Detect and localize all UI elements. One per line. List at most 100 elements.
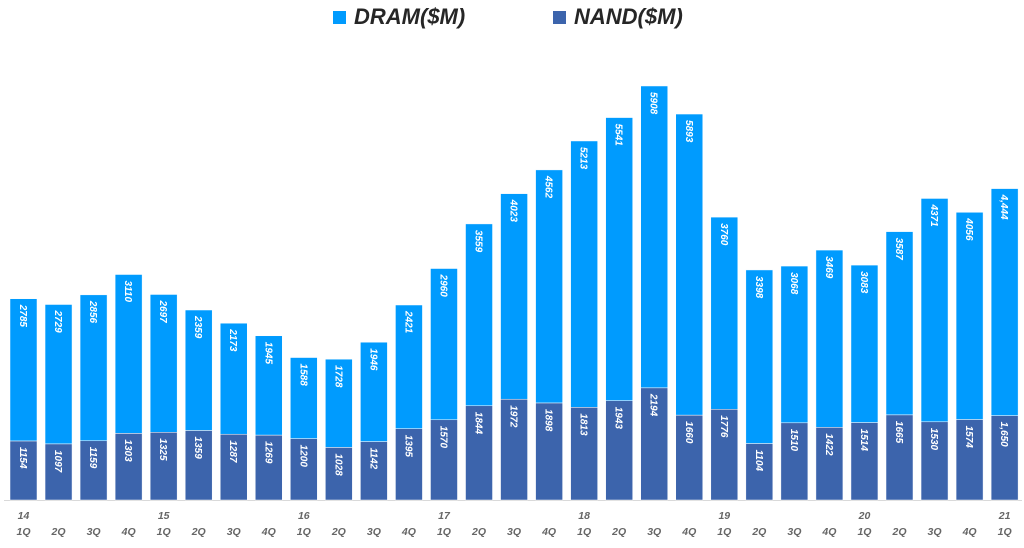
x-tick-label-quarter: 1Q (16, 526, 30, 538)
data-label-dram: 4056 (963, 217, 974, 241)
data-label-dram: 5908 (648, 92, 659, 115)
bar-nand (79, 440, 108, 501)
data-label-nand: 1359 (192, 437, 203, 460)
bar-nand (955, 419, 984, 501)
x-tick-label-quarter: 4Q (261, 526, 276, 538)
bar-dram (9, 298, 38, 442)
data-label-dram: 3068 (788, 272, 799, 295)
data-label-dram: 2785 (17, 304, 28, 328)
x-tick-label-quarter: 4Q (401, 526, 416, 538)
data-label-dram: 2421 (402, 310, 413, 334)
bar-nand (290, 438, 318, 501)
data-label-nand: 1665 (893, 421, 904, 444)
data-label-dram: 5893 (683, 120, 694, 143)
data-label-nand: 1813 (578, 413, 589, 436)
bar-dram (219, 322, 248, 435)
bar-dram (395, 304, 423, 429)
data-label-nand: 1395 (402, 435, 413, 458)
bar-nand (9, 440, 38, 501)
x-tick-label-quarter: 1Q (297, 526, 311, 538)
bar-nand (44, 443, 73, 501)
data-label-dram: 2856 (87, 300, 98, 324)
bar-dram (500, 193, 528, 400)
bar-dram (79, 294, 108, 442)
bar-dram (640, 85, 668, 389)
bar-dram (990, 188, 1019, 416)
x-tick-label-quarter: 3Q (87, 526, 101, 538)
bar-nand (745, 443, 774, 501)
x-tick-label-year: 20 (858, 510, 871, 522)
bar-nand (500, 398, 528, 501)
bar-dram (255, 335, 283, 436)
x-tick-label-year: 14 (18, 510, 30, 522)
x-tick-label-year: 19 (718, 510, 730, 522)
data-label-dram: 1945 (262, 342, 273, 365)
data-label-dram: 3559 (473, 230, 484, 253)
bar-dram (570, 140, 598, 408)
x-tick-label-year: 21 (998, 510, 1011, 522)
x-tick-label-quarter: 2Q (611, 526, 626, 538)
data-label-dram: 2960 (437, 274, 448, 298)
bar-dram (885, 231, 914, 416)
data-label-dram: 2697 (157, 299, 168, 323)
bar-nand (535, 402, 563, 501)
legend-label-nand: NAND($M) (574, 4, 683, 29)
data-label-nand: 1776 (718, 415, 729, 438)
data-label-dram: 3760 (718, 223, 729, 246)
x-tick-label-quarter: 1Q (717, 526, 731, 538)
data-label-nand: 1660 (683, 421, 694, 444)
x-tick-label-quarter: 4Q (681, 526, 696, 538)
data-label-nand: 1287 (227, 440, 238, 463)
bar-dram (430, 268, 458, 421)
data-label-dram: 1588 (297, 364, 308, 387)
data-label-nand: 1159 (87, 447, 98, 469)
bar-nand (815, 427, 844, 501)
x-tick-label-quarter: 1Q (998, 526, 1012, 538)
data-label-dram: 3398 (753, 276, 764, 299)
data-label-dram: 3587 (893, 238, 904, 261)
legend-item-nand: NAND($M) (553, 4, 683, 30)
bar-dram (710, 216, 739, 410)
data-label-dram: 2173 (227, 328, 238, 352)
x-tick-label-quarter: 3Q (367, 526, 381, 538)
data-label-nand: 1972 (508, 405, 519, 428)
x-tick-label-quarter: 1Q (157, 526, 171, 538)
legend: DRAM($M) NAND($M) (0, 4, 1024, 34)
data-label-dram: 2729 (52, 309, 63, 333)
data-label-nand: 1422 (823, 433, 834, 456)
x-tick-label-quarter: 3Q (787, 526, 801, 538)
bar-dram (535, 169, 563, 404)
bar-dram (149, 294, 178, 433)
bar-nand (219, 433, 248, 501)
data-label-nand: 1844 (473, 412, 484, 435)
bar-nand (114, 433, 143, 501)
x-tick-label-quarter: 3Q (227, 526, 241, 538)
data-label-dram: 1728 (332, 365, 343, 388)
bar-nand (465, 405, 493, 501)
x-tick-label-year: 16 (298, 510, 310, 522)
data-label-nand: 1,650 (998, 422, 1009, 447)
x-tick-label-quarter: 3Q (507, 526, 521, 538)
x-tick-label-quarter: 4Q (821, 526, 836, 538)
x-tick-label-quarter: 4Q (541, 526, 556, 538)
x-tick-label-quarter: 3Q (647, 526, 661, 538)
data-label-nand: 1303 (122, 439, 133, 462)
bar-nand (395, 428, 423, 501)
data-label-nand: 1269 (262, 441, 273, 464)
x-tick-label-quarter: 2Q (891, 526, 906, 538)
data-label-dram: 3469 (823, 256, 834, 279)
data-label-nand: 1510 (788, 429, 799, 452)
bar-nand (430, 419, 458, 501)
bar-dram (290, 357, 318, 439)
bar-nand (605, 400, 633, 501)
x-tick-label-quarter: 4Q (121, 526, 136, 538)
x-tick-label-year: 17 (438, 510, 451, 522)
data-label-dram: 3110 (122, 280, 133, 302)
legend-item-dram: DRAM($M) (333, 4, 465, 30)
data-label-nand: 1325 (157, 438, 168, 461)
x-tick-label-quarter: 1Q (577, 526, 591, 538)
bar-nand (920, 421, 949, 501)
bar-nand (184, 430, 213, 501)
bar-dram (465, 223, 493, 407)
